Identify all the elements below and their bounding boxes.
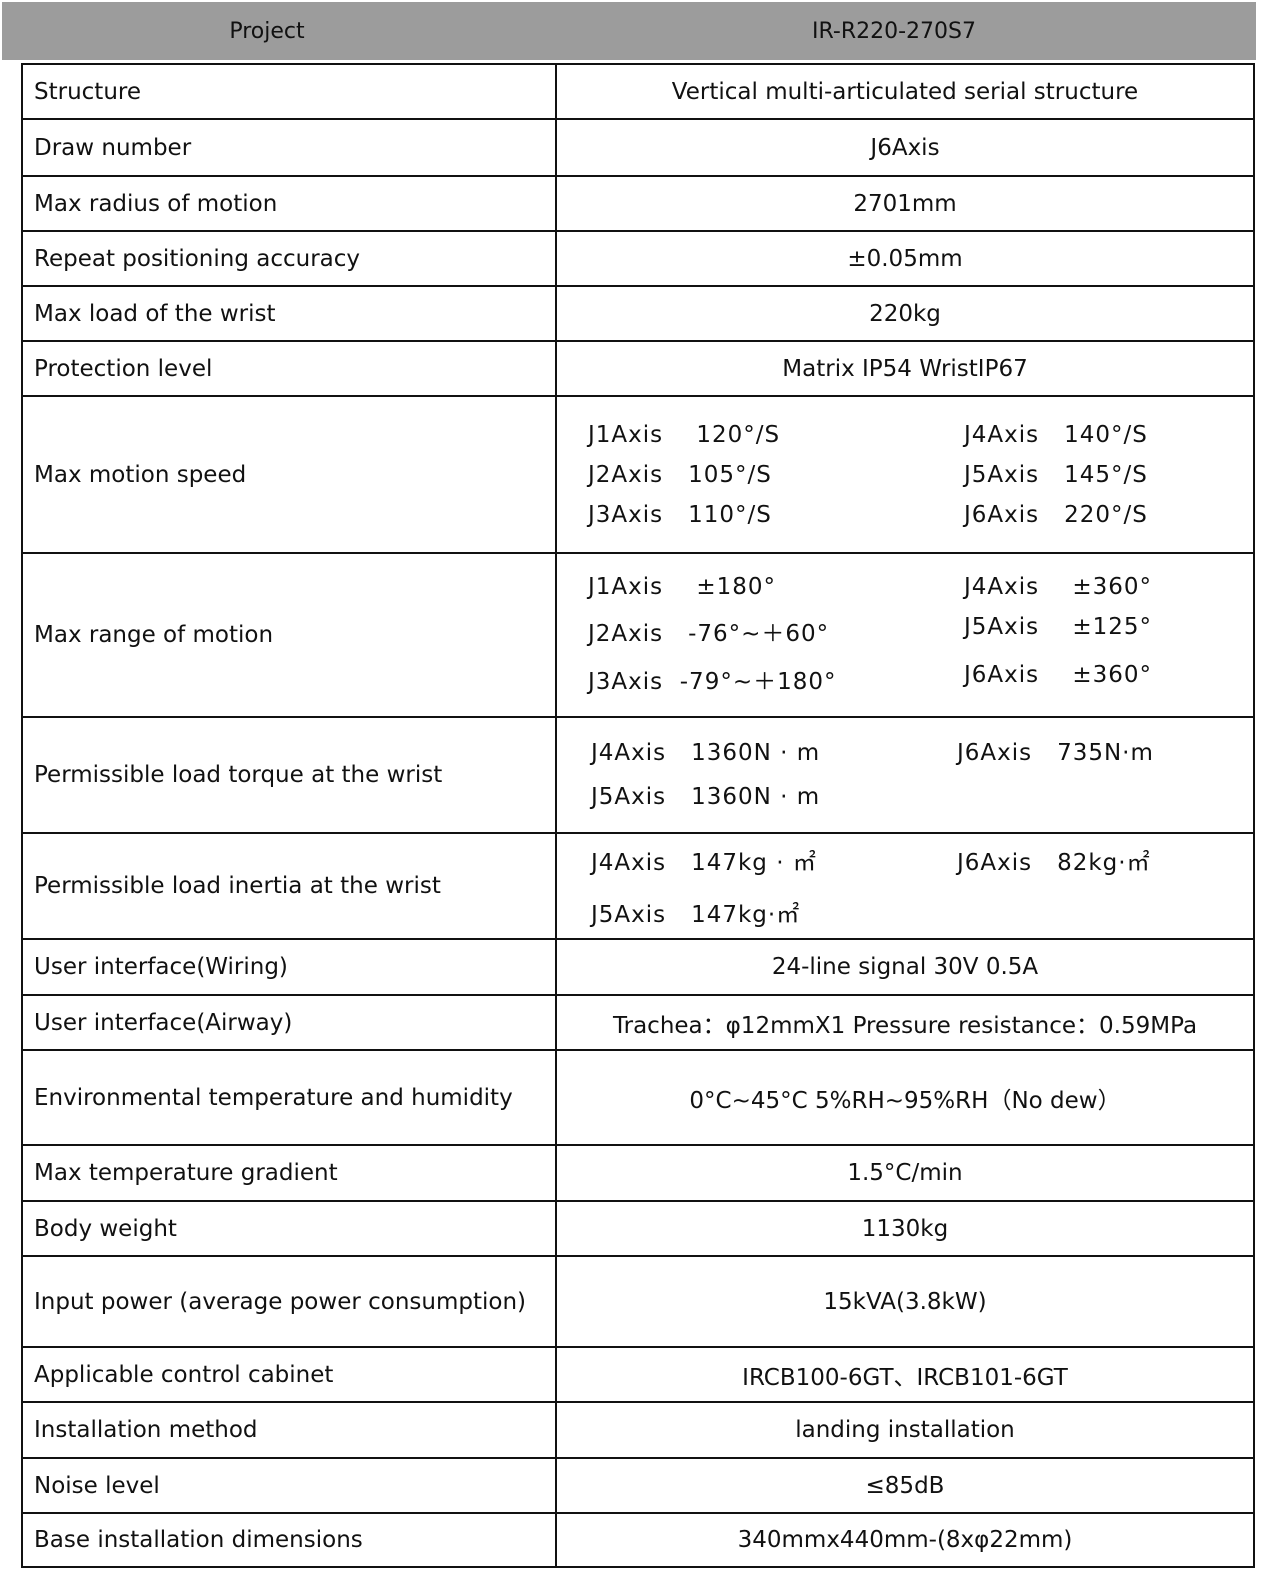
spec-label: Installation method: [21, 1401, 557, 1459]
table-row: Repeat positioning accuracy ±0.05mm: [21, 230, 1255, 287]
axis-value: J5Axis 145°/S: [964, 461, 1148, 488]
spec-label: Input power (average power consumption): [21, 1255, 557, 1348]
spec-label: Protection level: [21, 340, 557, 397]
table-row: Noise level ≤85dB: [21, 1457, 1255, 1514]
table-row: Body weight 1130kg: [21, 1200, 1255, 1257]
spec-value: Vertical multi-articulated serial struct…: [555, 63, 1255, 120]
table-row: Max range of motion J1Axis ±180° J4Axis ±3…: [21, 552, 1255, 718]
axis-value: J5Axis ±125°: [964, 614, 1153, 640]
axis-value: J2Axis 105°/S: [588, 461, 772, 488]
spec-label: Max temperature gradient: [21, 1144, 557, 1202]
spec-value: Trachea：φ12mmX1 Pressure resistance：0.59…: [555, 994, 1255, 1051]
spec-label: Structure: [21, 63, 557, 120]
axis-value: J4Axis 147kg · ㎡: [591, 850, 817, 876]
axis-values: J1Axis ±180° J4Axis ±360° J2Axis -76°~＋60°…: [557, 574, 1253, 696]
spec-label: Max load of the wrist: [21, 285, 557, 342]
axis-value: [957, 784, 1253, 810]
table-row: Applicable control cabinet IRCB100-6GT、IR…: [21, 1346, 1255, 1403]
table-row: Environmental temperature and humidity 0°…: [21, 1049, 1255, 1146]
axis-value: J2Axis -76°~＋60°: [588, 621, 830, 647]
spec-value: J6Axis: [555, 118, 1255, 177]
spec-value: ±0.05mm: [555, 230, 1255, 287]
table-row: Input power (average power consumption) 1…: [21, 1255, 1255, 1348]
spec-value: 1130kg: [555, 1200, 1255, 1257]
table-row: Structure Vertical multi-articulated seri…: [21, 63, 1255, 120]
spec-label: Draw number: [21, 118, 557, 177]
axis-value: J1Axis ±180°: [588, 574, 777, 600]
axis-values: J4Axis 1360N · m J6Axis 735N·m J5Axis 1360…: [557, 740, 1253, 810]
table-row: Draw number J6Axis: [21, 118, 1255, 177]
table-row: Base installation dimensions 340mmx440mm-…: [21, 1512, 1255, 1568]
spec-label: Repeat positioning accuracy: [21, 230, 557, 287]
axis-value: J6Axis 82kg·㎡: [957, 850, 1151, 876]
spec-label: Max motion speed: [21, 395, 557, 554]
spec-value: IRCB100-6GT、IRCB101-6GT: [555, 1346, 1255, 1403]
spec-value: 2701mm: [555, 175, 1255, 232]
table-row: Max load of the wrist 220kg: [21, 285, 1255, 342]
spec-value: 1.5°C/min: [555, 1144, 1255, 1202]
table-row: Protection level Matrix IP54 WristIP67: [21, 340, 1255, 397]
spec-value: 15kVA(3.8kW): [555, 1255, 1255, 1348]
table-row: Max temperature gradient 1.5°C/min: [21, 1144, 1255, 1202]
spec-value: 0°C~45°C 5%RH~95%RH（No dew）: [555, 1049, 1255, 1146]
axis-value: J6Axis 220°/S: [964, 501, 1148, 528]
spec-label: Base installation dimensions: [21, 1512, 557, 1568]
axis-value: J1Axis 120°/S: [588, 421, 781, 448]
axis-value: [957, 895, 1253, 929]
axis-value: J6Axis ±360°: [964, 662, 1153, 688]
axis-value: J4Axis 140°/S: [964, 421, 1148, 448]
header-model: IR-R220-270S7: [812, 18, 976, 44]
spec-value: J4Axis 147kg · ㎡ J6Axis 82kg·㎡ J5Axis 147k…: [555, 832, 1255, 940]
spec-label: Body weight: [21, 1200, 557, 1257]
table-row: Installation method landing installation: [21, 1401, 1255, 1459]
table-row: Max motion speed J1Axis 120°/S J4Axis 140°…: [21, 395, 1255, 554]
header-project-label: Project: [229, 18, 305, 44]
spec-label: Applicable control cabinet: [21, 1346, 557, 1403]
spec-label: Permissible load inertia at the wrist: [21, 832, 557, 940]
spec-label: User interface(Airway): [21, 994, 557, 1051]
table-row: User interface(Wiring) 24-line signal 30V…: [21, 938, 1255, 996]
spec-table: Structure Vertical multi-articulated seri…: [21, 63, 1255, 1568]
axis-values: J4Axis 147kg · ㎡ J6Axis 82kg·㎡ J5Axis 147k…: [557, 843, 1253, 929]
spec-label: Environmental temperature and humidity: [21, 1049, 557, 1146]
table-row: Permissible load torque at the wrist J4Ax…: [21, 716, 1255, 834]
spec-value: 340mmx440mm-(8xφ22mm): [555, 1512, 1255, 1568]
spec-value: J1Axis 120°/S J4Axis 140°/S J2Axis 105°/S J…: [555, 395, 1255, 554]
spec-label: Noise level: [21, 1457, 557, 1514]
spec-value: J1Axis ±180° J4Axis ±360° J2Axis -76°~＋60°…: [555, 552, 1255, 718]
axis-value: J6Axis 735N·m: [957, 740, 1154, 766]
table-row: Max radius of motion 2701mm: [21, 175, 1255, 232]
axis-value: J5Axis 147kg·㎡: [591, 902, 801, 928]
axis-value: J5Axis 1360N · m: [591, 784, 821, 810]
spec-value: J4Axis 1360N · m J6Axis 735N·m J5Axis 1360…: [555, 716, 1255, 834]
spec-label: Max radius of motion: [21, 175, 557, 232]
axis-value: J4Axis 1360N · m: [591, 740, 821, 766]
axis-values: J1Axis 120°/S J4Axis 140°/S J2Axis 105°/S J…: [557, 422, 1253, 528]
spec-label: Permissible load torque at the wrist: [21, 716, 557, 834]
spec-label: User interface(Wiring): [21, 938, 557, 996]
table-header: Project IR-R220-270S7: [2, 2, 1256, 60]
spec-value: ≤85dB: [555, 1457, 1255, 1514]
table-row: User interface(Airway) Trachea：φ12mmX1 Pr…: [21, 994, 1255, 1051]
axis-value: J3Axis 110°/S: [588, 501, 772, 528]
spec-label: Max range of motion: [21, 552, 557, 718]
spec-value: landing installation: [555, 1401, 1255, 1459]
spec-value: Matrix IP54 WristIP67: [555, 340, 1255, 397]
spec-value: 24-line signal 30V 0.5A: [555, 938, 1255, 996]
axis-value: J3Axis -79°~＋180°: [588, 669, 837, 695]
spec-value: 220kg: [555, 285, 1255, 342]
axis-value: J4Axis ±360°: [964, 574, 1153, 600]
table-row: Permissible load inertia at the wrist J4A…: [21, 832, 1255, 940]
